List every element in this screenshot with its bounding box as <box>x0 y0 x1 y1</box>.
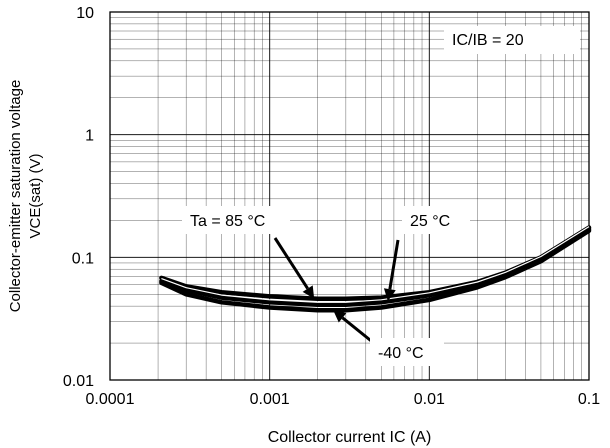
annotation-arrowhead-1 <box>302 285 315 299</box>
series-line-3 <box>159 228 592 313</box>
series-layer <box>159 225 592 313</box>
x-tick-label: 0.0001 <box>86 391 135 408</box>
annotation-label-3: -40 °C <box>378 345 424 362</box>
x-tick-labels: 0.0001 0.001 0.01 0.1 <box>86 391 601 408</box>
y-tick-label: 0.1 <box>72 250 94 267</box>
annotation-label-background <box>402 206 470 234</box>
annotation-arrowhead-3 <box>333 310 347 323</box>
y-tick-label: 0.01 <box>63 373 94 390</box>
y-axis-label-line-2: VCE(sat) (V) <box>27 153 44 238</box>
y-axis-label-line-1: Collector-emitter saturation voltage <box>7 80 24 313</box>
annotation-label-2: 25 °C <box>410 213 450 230</box>
annotation-label-1: Ta = 85 °C <box>190 213 265 230</box>
annotation-arrow-2 <box>388 239 400 290</box>
y-tick-labels: 0.01 0.1 1 10 <box>63 5 94 390</box>
annotation-layer: Ta = 85 °C 25 °C -40 °C <box>182 206 470 366</box>
x-axis-label: Collector current IC (A) <box>268 429 432 446</box>
plot-area-frame <box>109 11 590 381</box>
annotation-arrowhead-2 <box>383 288 396 302</box>
y-axis-label: Collector-emitter saturation voltage VCE… <box>7 80 44 313</box>
condition-label: IC/IB = 20 <box>452 32 524 49</box>
x-tick-label: 0.001 <box>250 391 290 408</box>
y-tick-label: 10 <box>76 5 94 22</box>
condition-label-box: IC/IB = 20 <box>444 26 580 54</box>
x-tick-label: 0.1 <box>578 391 600 408</box>
annotation-label-background <box>182 206 290 234</box>
grid-lines <box>109 12 589 381</box>
x-tick-label: 0.01 <box>414 391 445 408</box>
annotation-label-background <box>370 338 444 366</box>
annotation-arrow-3 <box>341 316 376 346</box>
y-tick-label: 1 <box>85 128 94 145</box>
condition-label-background <box>444 26 580 54</box>
series-separator <box>161 226 590 303</box>
annotation-arrow-1 <box>273 237 309 290</box>
